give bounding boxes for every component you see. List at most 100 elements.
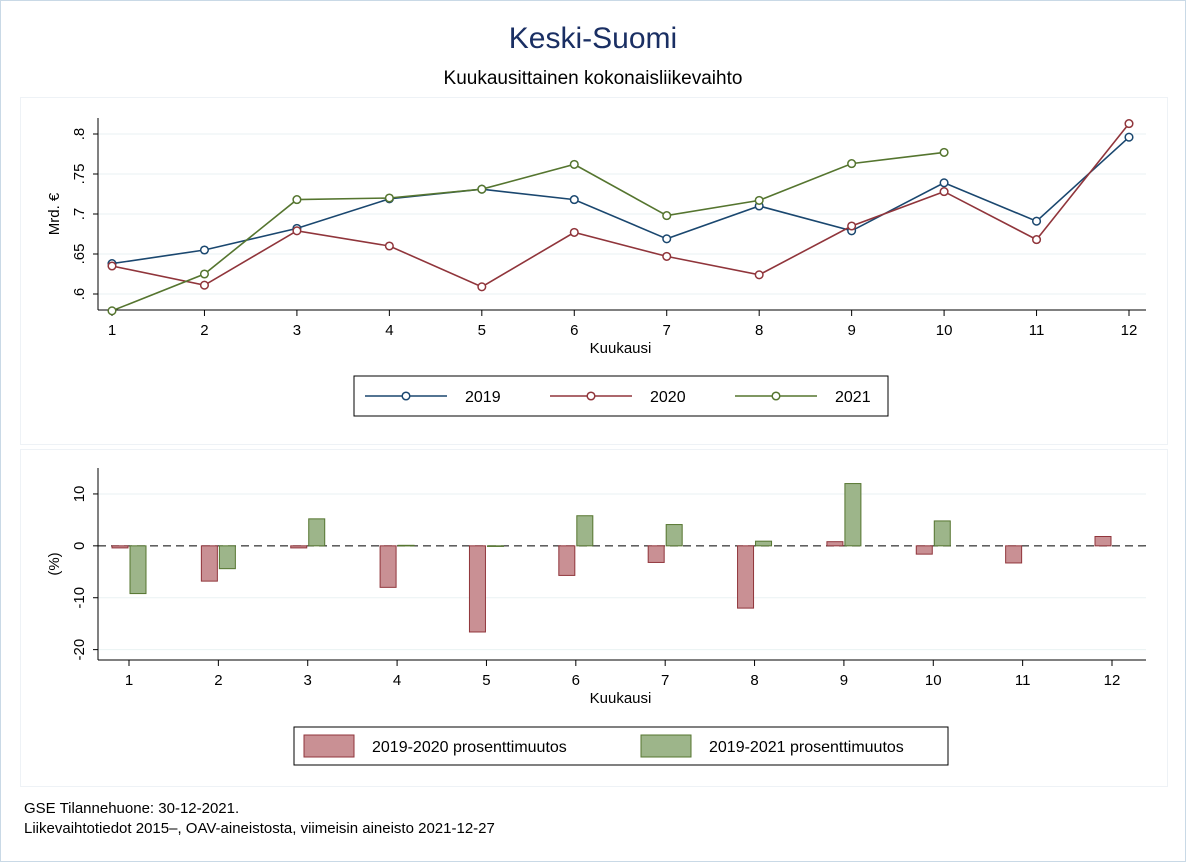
legend-marker <box>771 391 781 401</box>
data-point-2021 <box>662 211 672 221</box>
data-point-2021 <box>292 195 302 205</box>
data-point-2020 <box>292 226 302 236</box>
bar-2019-2021 <box>665 524 683 547</box>
y-tick-label: -20 <box>71 639 88 661</box>
legend-label: 2019-2020 prosenttimuutos <box>372 739 567 756</box>
data-point-2020 <box>199 280 210 290</box>
bar-2019-2020 <box>826 541 844 547</box>
x-axis-title: Kuukausi <box>590 340 652 357</box>
x-tick-label: 4 <box>385 322 393 339</box>
data-point-2019 <box>1124 132 1134 142</box>
bar-2019-2020 <box>1005 545 1023 564</box>
series-line-2019 <box>111 136 1130 265</box>
data-point-2021 <box>754 195 764 205</box>
y-axis-title: Mrd. € <box>46 192 63 235</box>
legend-marker <box>401 391 411 401</box>
data-point-2019 <box>569 195 579 205</box>
x-tick-label: 9 <box>840 672 848 689</box>
data-point-2021 <box>107 306 117 316</box>
data-point-2021 <box>477 184 487 194</box>
y-tick-label: .7 <box>71 208 88 221</box>
x-tick-label: 7 <box>663 322 671 339</box>
x-tick-label: 11 <box>1029 322 1045 339</box>
x-tick-label: 6 <box>570 322 578 339</box>
x-tick-label: 3 <box>293 322 301 339</box>
y-tick-label: .75 <box>71 164 88 185</box>
x-tick-label: 12 <box>1104 672 1121 689</box>
data-point-2020 <box>384 241 394 251</box>
data-point-2019 <box>199 245 210 255</box>
bar-2019-2021 <box>933 520 951 547</box>
data-point-2020 <box>754 270 764 280</box>
x-tick-label: 8 <box>755 322 763 339</box>
bar-2019-2021 <box>576 515 594 547</box>
bar-2019-2021 <box>308 518 326 547</box>
data-point-2019 <box>939 178 949 188</box>
x-tick-label: 8 <box>750 672 758 689</box>
x-tick-label: 10 <box>936 322 953 339</box>
data-point-2021 <box>569 159 579 169</box>
bar-2019-2021 <box>397 544 415 547</box>
legend-swatch <box>303 734 355 758</box>
series-line-2020 <box>111 123 1130 288</box>
bar-2019-2021 <box>218 545 236 570</box>
data-point-2020 <box>939 187 949 197</box>
bar-2019-2020 <box>379 545 397 588</box>
data-point-2020 <box>107 261 117 271</box>
bar-2019-2020 <box>558 545 576 576</box>
y-tick-label: .6 <box>71 288 88 301</box>
bar-2019-2020 <box>111 545 129 549</box>
data-point-2021 <box>939 147 949 157</box>
y-tick-label: .65 <box>71 244 88 265</box>
y-tick-label: .8 <box>71 128 88 141</box>
legend-marker <box>586 391 596 401</box>
x-tick-label: 4 <box>393 672 401 689</box>
x-tick-label: 3 <box>304 672 312 689</box>
x-tick-label: 9 <box>847 322 855 339</box>
data-point-2020 <box>662 251 672 261</box>
data-point-2021 <box>199 269 210 279</box>
bar-2019-2020 <box>290 545 308 549</box>
bar-2019-2020 <box>1094 535 1112 547</box>
footer-note: Liikevaihtotiedot 2015–, OAV-aineistosta… <box>24 820 495 837</box>
bar-2019-2021 <box>486 545 504 547</box>
x-axis-title: Kuukausi <box>590 690 652 707</box>
x-tick-label: 11 <box>1015 672 1031 689</box>
bar-2019-2021 <box>129 545 147 595</box>
data-point-2020 <box>1124 119 1134 129</box>
legend-swatch <box>640 734 692 758</box>
data-point-2020 <box>569 227 579 237</box>
legend-label: 2019-2021 prosenttimuutos <box>709 739 904 756</box>
bar-2019-2021 <box>844 483 862 547</box>
y-tick-label: 0 <box>71 542 88 550</box>
x-tick-label: 12 <box>1121 322 1138 339</box>
bar-2019-2020 <box>468 545 486 633</box>
data-point-2020 <box>477 282 487 292</box>
legend-label: 2019 <box>465 389 501 406</box>
footer-source: GSE Tilannehuone: 30-12-2021. <box>24 800 240 817</box>
legend-label: 2020 <box>650 389 686 406</box>
y-axis-title: (%) <box>46 552 63 575</box>
data-point-2020 <box>1031 235 1042 245</box>
x-tick-label: 5 <box>478 322 486 339</box>
y-tick-label: 10 <box>71 486 88 503</box>
legend-label: 2021 <box>835 389 871 406</box>
bar-2019-2020 <box>737 545 755 609</box>
chart-subtitle: Kuukausittainen kokonaisliikevaihto <box>443 68 743 89</box>
x-tick-label: 1 <box>125 672 133 689</box>
bar-2019-2020 <box>915 545 933 555</box>
legend-box <box>293 726 949 766</box>
series-line-2021 <box>111 151 945 312</box>
data-point-2021 <box>847 159 857 169</box>
data-point-2019 <box>662 234 672 244</box>
x-tick-label: 2 <box>200 322 208 339</box>
data-point-2021 <box>384 193 394 203</box>
x-tick-label: 7 <box>661 672 669 689</box>
data-point-2020 <box>847 221 857 231</box>
chart-title: Keski-Suomi <box>508 22 678 55</box>
x-tick-label: 5 <box>482 672 490 689</box>
y-tick-label: -10 <box>71 587 88 609</box>
bar-2019-2020 <box>200 545 218 582</box>
x-tick-label: 10 <box>925 672 942 689</box>
